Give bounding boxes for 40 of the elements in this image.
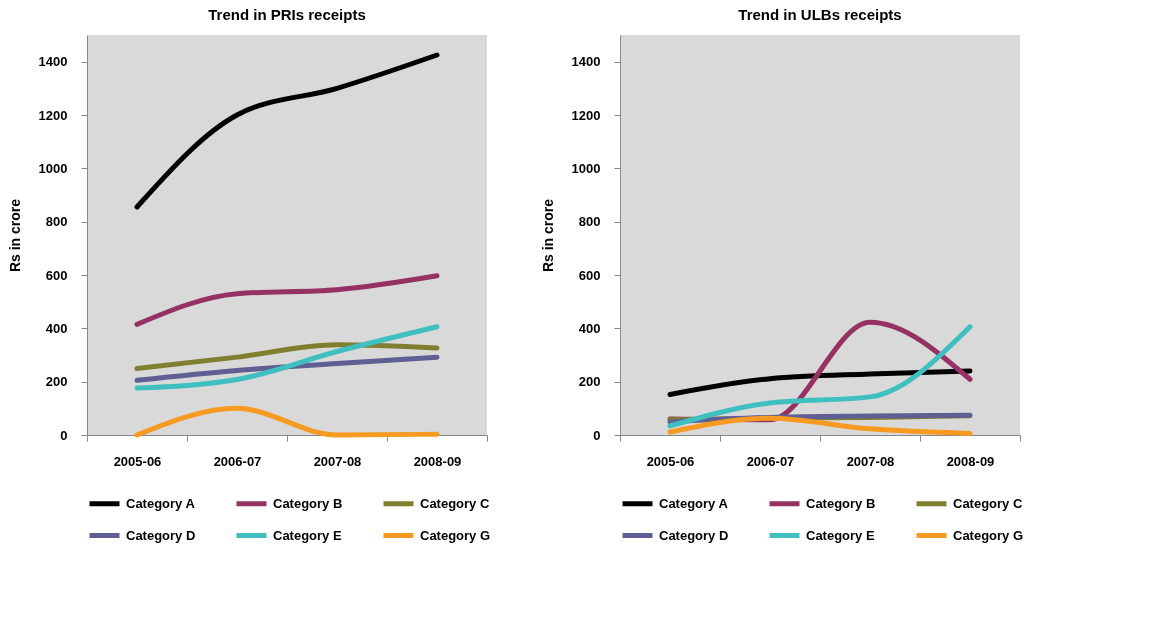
x-tick-label: 2006-07 (213, 453, 262, 469)
x-tick-label: 2007-08 (846, 453, 895, 469)
y-tick-label: 1000 (38, 160, 68, 176)
chart-title: Trend in PRIs receipts (208, 6, 366, 23)
legend-label: Category E (273, 527, 342, 543)
x-tick-label: 2007-08 (313, 453, 362, 469)
legend-label: Category A (659, 495, 729, 511)
x-tick-label: 2005-06 (646, 453, 695, 469)
y-tick-label: 400 (578, 320, 601, 336)
y-axis-title: Rs in crore (539, 198, 556, 273)
x-tick-label: 2008-09 (946, 453, 995, 469)
legend-label: Category C (420, 495, 490, 511)
y-tick-label: 400 (45, 320, 68, 336)
y-tick-label: 1000 (571, 160, 601, 176)
x-tick-label: 2005-06 (113, 453, 162, 469)
y-tick-label: 800 (45, 214, 68, 230)
legend-label: Category D (126, 527, 196, 543)
y-tick-label: 200 (578, 374, 601, 390)
y-tick-label: 0 (60, 427, 68, 443)
y-tick-label: 1400 (571, 54, 601, 70)
y-tick-label: 600 (45, 267, 68, 283)
x-tick-label: 2008-09 (413, 453, 462, 469)
legend-label: Category E (806, 527, 875, 543)
y-axis-title: Rs in crore (6, 198, 23, 273)
y-tick-label: 0 (593, 427, 601, 443)
legend-label: Category D (659, 527, 729, 543)
legend-label: Category B (273, 495, 343, 511)
legend-label: Category G (953, 527, 1024, 543)
x-tick-label: 2006-07 (746, 453, 795, 469)
legend-label: Category A (126, 495, 196, 511)
y-tick-label: 1200 (38, 107, 68, 123)
y-tick-label: 800 (578, 214, 601, 230)
y-tick-label: 200 (45, 374, 68, 390)
chart-title: Trend in ULBs receipts (738, 6, 902, 23)
legend-label: Category C (953, 495, 1023, 511)
legend-label: Category G (420, 527, 491, 543)
y-tick-label: 1200 (571, 107, 601, 123)
y-tick-label: 600 (578, 267, 601, 283)
legend-label: Category B (806, 495, 876, 511)
y-tick-label: 1400 (38, 54, 68, 70)
